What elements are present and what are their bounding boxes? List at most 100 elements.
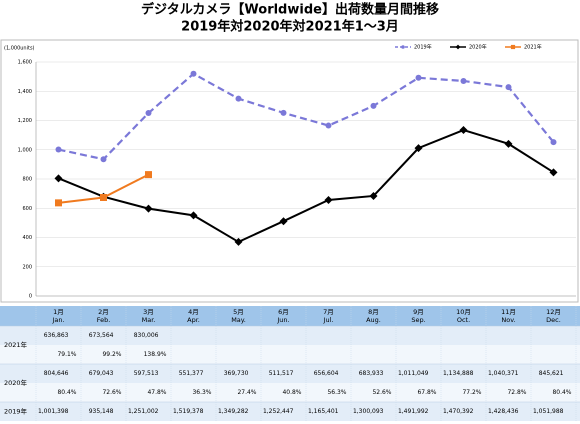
y-tick-label: 600: [22, 206, 32, 212]
point: [325, 122, 332, 129]
point: [369, 191, 378, 200]
table-ratio: 80.4%: [552, 389, 571, 396]
point: [189, 211, 198, 220]
table-month: 12月: [546, 308, 561, 316]
table-month-en: May.: [231, 316, 246, 324]
table-ratio: 47.8%: [147, 389, 166, 396]
table-value: 1,051,988: [533, 408, 564, 415]
table-value: 845,621: [539, 370, 564, 377]
table-value: 1,491,992: [398, 408, 429, 415]
table-value: 1,165,401: [308, 408, 339, 415]
point: [145, 171, 152, 179]
table-ratio: 72.8%: [507, 389, 526, 396]
table-value: 1,428,436: [488, 408, 519, 415]
table-ratio: 99.2%: [102, 351, 121, 358]
table-row-bg: [0, 383, 580, 402]
table-month: 1月: [53, 308, 64, 316]
table-month: 7月: [323, 308, 334, 316]
point: [100, 156, 107, 163]
table-ratio: 72.6%: [102, 389, 121, 396]
legend-label: 2020年: [469, 44, 487, 51]
table-value: 1,470,392: [443, 408, 474, 415]
table-value: 1,519,378: [173, 408, 204, 415]
table-value: 636,863: [44, 332, 69, 339]
y-tick-label: 0: [29, 294, 32, 300]
y-tick-label: 1,600: [18, 60, 32, 66]
table-ratio: 79.1%: [57, 351, 76, 358]
table-month: 3月: [143, 308, 154, 316]
point: [280, 109, 287, 116]
table-value: 1,251,002: [128, 408, 159, 415]
table-month-en: Feb.: [97, 316, 111, 324]
table-value: 679,043: [89, 370, 114, 377]
point: [145, 110, 152, 117]
point: [234, 237, 243, 246]
table-row-label: 2021年: [4, 340, 28, 349]
series-line: [58, 72, 555, 161]
table-value: 1,040,371: [488, 370, 519, 377]
table-ratio: 138.9%: [144, 351, 167, 358]
table-month-en: Mar.: [142, 316, 156, 324]
point: [504, 139, 513, 148]
point: [414, 144, 423, 153]
table-month: 6月: [278, 308, 289, 316]
point: [144, 204, 153, 213]
table-month-en: Dec.: [546, 316, 561, 324]
point: [324, 195, 333, 204]
table-value: 1,011,049: [398, 370, 429, 377]
table-value: 1,001,398: [38, 408, 69, 415]
table-value: 551,377: [179, 370, 204, 377]
point: [100, 193, 107, 201]
table-month-en: Jan.: [51, 316, 64, 324]
table-row-bg: [0, 326, 580, 345]
table-value: 1,134,888: [443, 370, 474, 377]
table-value: 1,349,282: [218, 408, 249, 415]
point: [415, 74, 422, 81]
legend-marker: [510, 44, 516, 50]
point: [549, 168, 558, 177]
table-month-en: Jul.: [323, 316, 334, 324]
table-month: 10月: [456, 308, 471, 316]
y-tick-label: 200: [22, 264, 32, 270]
table-month-en: Aug.: [366, 316, 381, 324]
table-month-en: Jun.: [276, 316, 289, 324]
table-value: 511,517: [269, 370, 294, 377]
table-month: 8月: [368, 308, 379, 316]
point: [55, 146, 62, 153]
table-ratio: 56.3%: [327, 389, 346, 396]
point: [190, 70, 197, 77]
table-header-bg: [0, 306, 580, 326]
y-tick-label: 400: [22, 235, 32, 241]
y-tick-label: 1,000: [18, 147, 32, 153]
table-month-en: Sep.: [411, 316, 425, 324]
table-ratio: 27.4%: [237, 389, 256, 396]
chart-subtitle: 2019年対2020年対2021年1～3月: [181, 19, 399, 35]
table-value: 830,006: [134, 332, 159, 339]
table-value: 656,604: [314, 370, 339, 377]
table-month-en: Oct.: [457, 316, 470, 324]
table-month: 11月: [501, 308, 516, 316]
table-month: 9月: [413, 308, 424, 316]
y-unit: (1,000units): [4, 46, 35, 52]
table-row-bg: [0, 402, 580, 421]
legend-label: 2021年: [524, 44, 542, 51]
y-tick-label: 800: [22, 177, 32, 183]
y-tick-label: 1,400: [18, 89, 32, 95]
table-ratio: 77.2%: [462, 389, 481, 396]
point: [370, 102, 377, 109]
table-month: 5月: [233, 308, 244, 316]
point: [459, 126, 468, 135]
legend-marker: [401, 45, 405, 49]
series-line: [58, 128, 555, 244]
y-tick-label: 1,200: [18, 118, 32, 124]
table-ratio: 80.4%: [57, 389, 76, 396]
table-row-bg: [0, 364, 580, 383]
point: [55, 199, 62, 207]
table-row-bg: [0, 345, 580, 364]
legend-label: 2019年: [414, 44, 432, 51]
table-value: 369,730: [224, 370, 249, 377]
table-value: 673,564: [89, 332, 114, 339]
point: [505, 84, 512, 91]
chart-frame: [0, 39, 579, 303]
